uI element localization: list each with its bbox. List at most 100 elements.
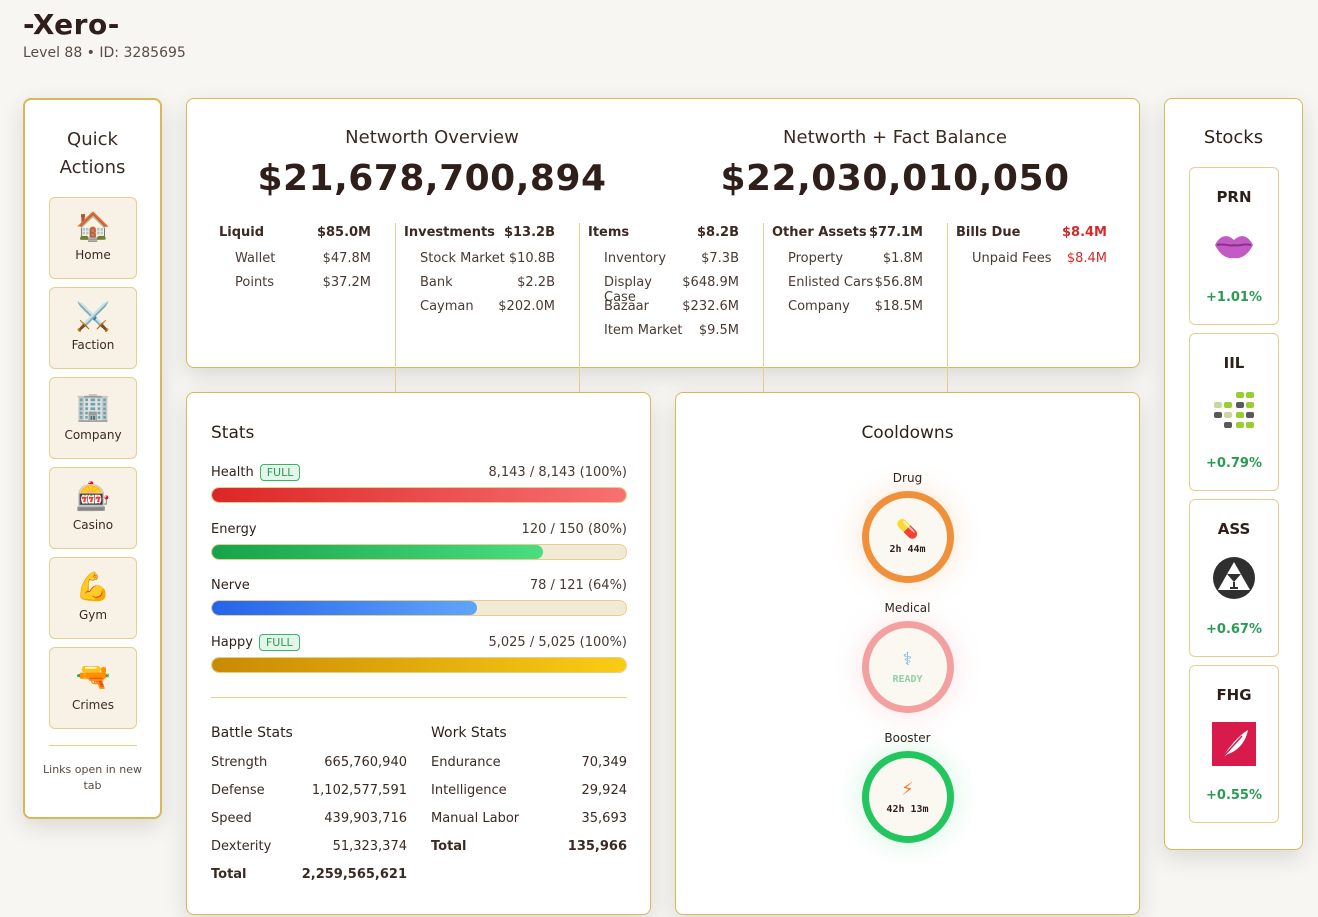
investments-value: $13.2B	[503, 225, 555, 240]
intelligence-label: Intelligence	[431, 783, 507, 798]
stock-card-iil[interactable]: IIL +0.79%	[1189, 333, 1279, 491]
nerve-bar-row: Nerve 78 / 121 (64%)	[211, 574, 627, 616]
feather-icon	[1212, 722, 1256, 766]
bills-due-column: Bills Due $8.4M Unpaid Fees $8.4M	[947, 223, 1115, 443]
inventory-value: $7.3B	[701, 251, 739, 266]
links-note: Links open in new tab	[43, 763, 142, 792]
work-total-label: Total	[431, 839, 467, 854]
casino-label: Casino	[72, 518, 114, 532]
home-button[interactable]: 🏠 Home	[49, 197, 137, 279]
wallet-value: $47.8M	[322, 251, 371, 266]
dexterity-row: Dexterity 51,323,374	[211, 839, 407, 867]
stock-change: +1.01%	[1206, 290, 1262, 305]
cocktail-icon	[1212, 556, 1256, 600]
bank-label: Bank	[420, 275, 453, 290]
health-bar	[211, 487, 627, 503]
stock-symbol: ASS	[1217, 520, 1251, 538]
booster-ring[interactable]: ⚡ 42h 13m	[861, 751, 954, 843]
swords-icon: ⚔️	[75, 300, 111, 333]
stats-panel: Stats Health FULL 8,143 / 8,143 (100%) E…	[186, 392, 651, 915]
nerve-bar-fill	[212, 601, 477, 615]
gym-label: Gym	[78, 608, 108, 622]
lips-icon	[1212, 224, 1256, 268]
booster-label: Booster	[884, 731, 931, 745]
stock-change: +0.55%	[1206, 788, 1262, 803]
crimes-label: Crimes	[72, 698, 114, 712]
items-value: $8.2B	[697, 225, 739, 240]
stock-market-value: $10.8B	[508, 251, 555, 266]
home-label: Home	[75, 248, 111, 262]
quick-actions-divider	[49, 745, 137, 746]
speed-value: 439,903,716	[324, 811, 407, 826]
networth-overview-title: Networth Overview	[345, 127, 519, 148]
energy-bar	[211, 544, 627, 560]
enlisted-cars-row: Enlisted Cars $56.8M	[764, 275, 931, 299]
blocks-icon	[1212, 390, 1256, 434]
crimes-button[interactable]: 🔫 Crimes	[49, 647, 137, 729]
lightning-icon: ⚡	[901, 778, 914, 800]
work-stats: Work Stats Endurance 70,349 Intelligence…	[431, 725, 627, 867]
items-header: Items $8.2B	[580, 223, 747, 251]
networth-overview: Networth Overview $21,678,700,894	[237, 127, 627, 199]
wallet-row: Wallet $47.8M	[211, 251, 379, 275]
medical-status: READY	[892, 673, 923, 685]
company-asset-value: $18.5M	[874, 299, 923, 314]
defense-value: 1,102,577,591	[311, 783, 407, 798]
happy-bar-row: Happy FULL 5,025 / 5,025 (100%)	[211, 631, 627, 673]
battle-stats-title: Battle Stats	[211, 725, 293, 741]
bank-row: Bank $2.2B	[396, 275, 563, 299]
health-label: Health	[211, 464, 254, 480]
energy-label: Energy	[211, 521, 257, 537]
happy-full-badge: FULL	[258, 633, 300, 651]
health-bar-row: Health FULL 8,143 / 8,143 (100%)	[211, 461, 627, 503]
item-market-value: $9.5M	[698, 323, 739, 338]
quick-actions-title: Quick Actions	[59, 129, 126, 178]
energy-bar-fill	[212, 545, 544, 559]
investments-column: Investments $13.2B Stock Market $10.8B B…	[395, 223, 563, 443]
battle-stats: Battle Stats Strength 665,760,940 Defens…	[211, 725, 407, 895]
stock-card-fhg[interactable]: FHG +0.55%	[1189, 665, 1279, 823]
investments-header: Investments $13.2B	[396, 223, 563, 251]
property-row: Property $1.8M	[764, 251, 931, 275]
stock-card-ass[interactable]: ASS +0.67%	[1189, 499, 1279, 657]
other-assets-label: Other Assets	[772, 225, 867, 240]
gym-button[interactable]: 💪 Gym	[49, 557, 137, 639]
display-case-label: Display Case	[604, 275, 652, 305]
booster-timer: 42h 13m	[886, 803, 929, 815]
slot-machine-icon: 🎰	[75, 480, 111, 513]
water-pistol-icon: 🔫	[75, 660, 111, 693]
faction-button[interactable]: ⚔️ Faction	[49, 287, 137, 369]
stock-change: +0.79%	[1206, 456, 1262, 471]
dexterity-label: Dexterity	[211, 839, 272, 854]
speed-row: Speed 439,903,716	[211, 811, 407, 839]
flexed-bicep-icon: 💪	[75, 570, 111, 603]
company-asset-row: Company $18.5M	[764, 299, 931, 323]
energy-value: 120 / 150 (80%)	[521, 521, 627, 537]
nerve-label: Nerve	[211, 577, 250, 593]
cooldowns-panel: Cooldowns Drug 💊 2h 44m Medical ⚕ READY …	[675, 392, 1140, 915]
manual-labor-label: Manual Labor	[431, 811, 520, 826]
inventory-row: Inventory $7.3B	[580, 251, 747, 275]
bills-due-label: Bills Due	[956, 225, 1021, 240]
health-value: 8,143 / 8,143 (100%)	[488, 464, 627, 480]
company-button[interactable]: 🏢 Company	[49, 377, 137, 459]
pill-icon: 💊	[896, 518, 919, 540]
liquid-header: Liquid $85.0M	[211, 223, 379, 251]
display-case-row: Display Case $648.9M	[580, 275, 747, 305]
liquid-value: $85.0M	[316, 225, 371, 240]
stock-card-prn[interactable]: PRN +1.01%	[1189, 167, 1279, 325]
stocks-panel: Stocks PRN +1.01% IIL	[1164, 98, 1303, 850]
strength-row: Strength 665,760,940	[211, 755, 407, 783]
happy-label: Happy	[211, 634, 253, 650]
medical-caduceus-icon: ⚕	[902, 648, 913, 670]
casino-button[interactable]: 🎰 Casino	[49, 467, 137, 549]
office-building-icon: 🏢	[75, 390, 111, 423]
cayman-label: Cayman	[420, 299, 474, 314]
intelligence-row: Intelligence 29,924	[431, 783, 627, 811]
item-market-label: Item Market	[604, 323, 683, 338]
unpaid-fees-label: Unpaid Fees	[972, 251, 1052, 266]
house-icon: 🏠	[75, 210, 111, 243]
medical-ring[interactable]: ⚕ READY	[861, 621, 954, 713]
manual-labor-value: 35,693	[581, 811, 628, 826]
drug-ring[interactable]: 💊 2h 44m	[861, 491, 954, 583]
